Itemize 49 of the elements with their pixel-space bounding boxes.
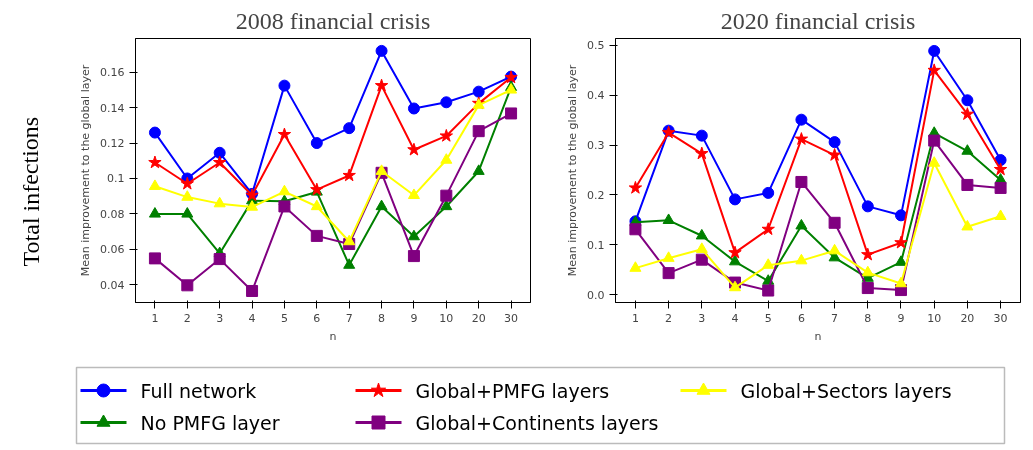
text: Total infections — [17, 116, 44, 267]
x-tick-label: 20 — [960, 311, 975, 325]
x-tick-label: 2 — [665, 311, 673, 325]
x-tick-label: 7 — [345, 311, 353, 325]
x-tick-label: 8 — [864, 311, 872, 325]
y-tick-label: 0.06 — [100, 243, 125, 257]
x-tick-label: 5 — [280, 311, 288, 325]
chart-title: 2020 financial crisis — [720, 7, 916, 34]
x-axis-title: n — [814, 329, 822, 343]
x-tick-label: 9 — [410, 311, 418, 325]
y-tick-label: 0.3 — [587, 139, 605, 153]
x-tick-label: 3 — [698, 311, 706, 325]
x-tick-label: 1 — [631, 311, 639, 325]
legend-label: Global+Sectors layers — [740, 379, 952, 402]
y-tick-label: 0.4 — [587, 89, 605, 103]
chart-title: 2008 financial crisis — [235, 7, 431, 34]
x-tick-label: 4 — [248, 311, 256, 325]
y-axis-title: Mean improvement to the global layer — [79, 64, 93, 277]
y-tick-label: 0.0 — [587, 288, 605, 302]
y-tick-label: 0.1 — [107, 172, 125, 186]
y-tick-label: 0.14 — [100, 101, 125, 115]
x-tick-label: 7 — [831, 311, 839, 325]
x-tick-label: 6 — [313, 311, 321, 325]
x-tick-label: 9 — [897, 311, 905, 325]
x-tick-label: 4 — [731, 311, 739, 325]
y-axis-title: Mean improvement to the global layer — [566, 64, 580, 277]
y-tick-label: 0.04 — [100, 278, 125, 292]
x-tick-label: 10 — [927, 311, 942, 325]
x-tick-label: 3 — [216, 311, 224, 325]
x-tick-label: 1 — [151, 311, 159, 325]
x-tick-label: 2 — [183, 311, 191, 325]
y-tick-label: 0.2 — [587, 188, 605, 202]
x-tick-label: 30 — [993, 311, 1008, 325]
x-tick-label: 10 — [439, 311, 454, 325]
y-tick-label: 0.1 — [587, 238, 605, 252]
y-tick-label: 0.12 — [100, 137, 125, 151]
legend-label: Full network — [140, 379, 257, 402]
y-tick-label: 0.08 — [100, 207, 125, 221]
legend-label: Global+Continents layers — [415, 411, 659, 434]
x-axis-title: n — [329, 329, 337, 343]
x-tick-label: 20 — [471, 311, 486, 325]
x-tick-label: 8 — [378, 311, 386, 325]
legend-label: Global+PMFG layers — [415, 379, 610, 402]
x-tick-label: 5 — [764, 311, 772, 325]
y-tick-label: 0.5 — [587, 39, 605, 53]
legend-label: No PMFG layer — [140, 411, 280, 434]
x-tick-label: 30 — [504, 311, 519, 325]
y-tick-label: 0.16 — [100, 66, 125, 80]
x-tick-label: 6 — [797, 311, 805, 325]
